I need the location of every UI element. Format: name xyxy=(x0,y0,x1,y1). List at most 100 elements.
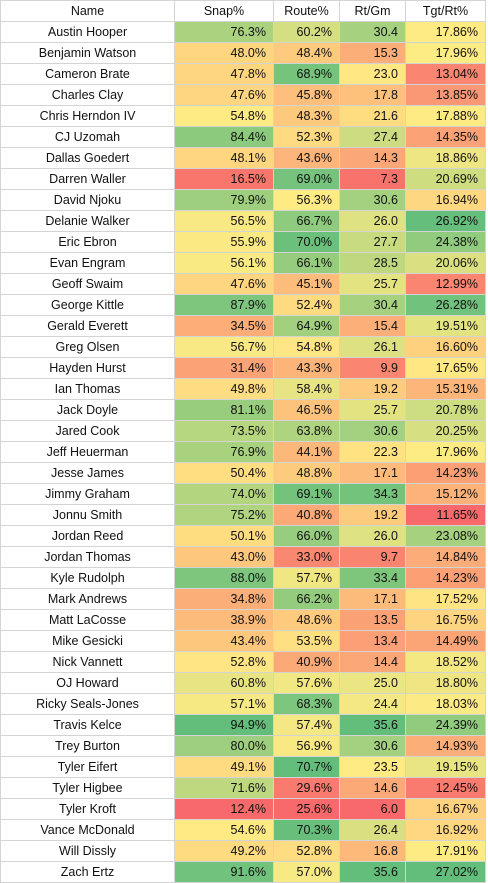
route-pct-cell[interactable]: 58.4% xyxy=(273,378,340,400)
route-pct-cell[interactable]: 46.5% xyxy=(273,399,340,421)
routes-per-game-cell[interactable]: 34.3 xyxy=(339,483,406,505)
snap-pct-cell[interactable]: 47.8% xyxy=(174,63,274,85)
snap-pct-cell[interactable]: 31.4% xyxy=(174,357,274,379)
routes-per-game-cell[interactable]: 17.1 xyxy=(339,588,406,610)
snap-pct-cell[interactable]: 56.1% xyxy=(174,252,274,274)
header-snap-pct[interactable]: Snap% xyxy=(174,0,274,22)
route-pct-cell[interactable]: 60.2% xyxy=(273,21,340,43)
routes-per-game-cell[interactable]: 24.4 xyxy=(339,693,406,715)
player-name-cell[interactable]: Dallas Goedert xyxy=(0,147,175,169)
header-name[interactable]: Name xyxy=(0,0,175,22)
snap-pct-cell[interactable]: 50.1% xyxy=(174,525,274,547)
routes-per-game-cell[interactable]: 25.7 xyxy=(339,273,406,295)
route-pct-cell[interactable]: 25.6% xyxy=(273,798,340,820)
routes-per-game-cell[interactable]: 28.5 xyxy=(339,252,406,274)
targets-per-route-cell[interactable]: 17.52% xyxy=(405,588,486,610)
targets-per-route-cell[interactable]: 15.12% xyxy=(405,483,486,505)
route-pct-cell[interactable]: 68.9% xyxy=(273,63,340,85)
snap-pct-cell[interactable]: 73.5% xyxy=(174,420,274,442)
snap-pct-cell[interactable]: 88.0% xyxy=(174,567,274,589)
routes-per-game-cell[interactable]: 26.0 xyxy=(339,210,406,232)
snap-pct-cell[interactable]: 48.0% xyxy=(174,42,274,64)
player-name-cell[interactable]: Austin Hooper xyxy=(0,21,175,43)
targets-per-route-cell[interactable]: 17.88% xyxy=(405,105,486,127)
targets-per-route-cell[interactable]: 16.75% xyxy=(405,609,486,631)
player-name-cell[interactable]: Kyle Rudolph xyxy=(0,567,175,589)
routes-per-game-cell[interactable]: 14.6 xyxy=(339,777,406,799)
player-name-cell[interactable]: Tyler Kroft xyxy=(0,798,175,820)
route-pct-cell[interactable]: 48.8% xyxy=(273,462,340,484)
route-pct-cell[interactable]: 45.8% xyxy=(273,84,340,106)
targets-per-route-cell[interactable]: 26.28% xyxy=(405,294,486,316)
targets-per-route-cell[interactable]: 14.23% xyxy=(405,567,486,589)
player-name-cell[interactable]: Will Dissly xyxy=(0,840,175,862)
routes-per-game-cell[interactable]: 35.6 xyxy=(339,714,406,736)
routes-per-game-cell[interactable]: 25.0 xyxy=(339,672,406,694)
targets-per-route-cell[interactable]: 19.51% xyxy=(405,315,486,337)
snap-pct-cell[interactable]: 74.0% xyxy=(174,483,274,505)
route-pct-cell[interactable]: 70.3% xyxy=(273,819,340,841)
targets-per-route-cell[interactable]: 17.91% xyxy=(405,840,486,862)
player-name-cell[interactable]: Greg Olsen xyxy=(0,336,175,358)
player-name-cell[interactable]: Mike Gesicki xyxy=(0,630,175,652)
targets-per-route-cell[interactable]: 14.84% xyxy=(405,546,486,568)
snap-pct-cell[interactable]: 79.9% xyxy=(174,189,274,211)
player-name-cell[interactable]: Jonnu Smith xyxy=(0,504,175,526)
routes-per-game-cell[interactable]: 23.5 xyxy=(339,756,406,778)
snap-pct-cell[interactable]: 81.1% xyxy=(174,399,274,421)
routes-per-game-cell[interactable]: 13.4 xyxy=(339,630,406,652)
player-name-cell[interactable]: Benjamin Watson xyxy=(0,42,175,64)
routes-per-game-cell[interactable]: 14.3 xyxy=(339,147,406,169)
targets-per-route-cell[interactable]: 20.06% xyxy=(405,252,486,274)
targets-per-route-cell[interactable]: 17.86% xyxy=(405,21,486,43)
player-name-cell[interactable]: Ian Thomas xyxy=(0,378,175,400)
targets-per-route-cell[interactable]: 16.67% xyxy=(405,798,486,820)
snap-pct-cell[interactable]: 76.3% xyxy=(174,21,274,43)
snap-pct-cell[interactable]: 56.5% xyxy=(174,210,274,232)
route-pct-cell[interactable]: 57.0% xyxy=(273,861,340,883)
targets-per-route-cell[interactable]: 17.96% xyxy=(405,441,486,463)
route-pct-cell[interactable]: 56.3% xyxy=(273,189,340,211)
routes-per-game-cell[interactable]: 17.1 xyxy=(339,462,406,484)
targets-per-route-cell[interactable]: 14.93% xyxy=(405,735,486,757)
snap-pct-cell[interactable]: 71.6% xyxy=(174,777,274,799)
route-pct-cell[interactable]: 69.0% xyxy=(273,168,340,190)
routes-per-game-cell[interactable]: 14.4 xyxy=(339,651,406,673)
route-pct-cell[interactable]: 57.7% xyxy=(273,567,340,589)
routes-per-game-cell[interactable]: 9.7 xyxy=(339,546,406,568)
route-pct-cell[interactable]: 45.1% xyxy=(273,273,340,295)
player-name-cell[interactable]: David Njoku xyxy=(0,189,175,211)
player-name-cell[interactable]: Matt LaCosse xyxy=(0,609,175,631)
player-name-cell[interactable]: Cameron Brate xyxy=(0,63,175,85)
route-pct-cell[interactable]: 52.3% xyxy=(273,126,340,148)
header-route-pct[interactable]: Route% xyxy=(273,0,340,22)
targets-per-route-cell[interactable]: 24.38% xyxy=(405,231,486,253)
snap-pct-cell[interactable]: 47.6% xyxy=(174,84,274,106)
player-name-cell[interactable]: George Kittle xyxy=(0,294,175,316)
player-name-cell[interactable]: Chris Herndon IV xyxy=(0,105,175,127)
targets-per-route-cell[interactable]: 18.03% xyxy=(405,693,486,715)
route-pct-cell[interactable]: 54.8% xyxy=(273,336,340,358)
snap-pct-cell[interactable]: 48.1% xyxy=(174,147,274,169)
snap-pct-cell[interactable]: 56.7% xyxy=(174,336,274,358)
targets-per-route-cell[interactable]: 26.92% xyxy=(405,210,486,232)
targets-per-route-cell[interactable]: 27.02% xyxy=(405,861,486,883)
player-name-cell[interactable]: Travis Kelce xyxy=(0,714,175,736)
player-name-cell[interactable]: Jack Doyle xyxy=(0,399,175,421)
snap-pct-cell[interactable]: 49.8% xyxy=(174,378,274,400)
routes-per-game-cell[interactable]: 30.6 xyxy=(339,735,406,757)
player-name-cell[interactable]: Tyler Higbee xyxy=(0,777,175,799)
route-pct-cell[interactable]: 64.9% xyxy=(273,315,340,337)
snap-pct-cell[interactable]: 12.4% xyxy=(174,798,274,820)
targets-per-route-cell[interactable]: 18.86% xyxy=(405,147,486,169)
routes-per-game-cell[interactable]: 23.0 xyxy=(339,63,406,85)
snap-pct-cell[interactable]: 38.9% xyxy=(174,609,274,631)
player-name-cell[interactable]: Darren Waller xyxy=(0,168,175,190)
route-pct-cell[interactable]: 66.1% xyxy=(273,252,340,274)
targets-per-route-cell[interactable]: 18.80% xyxy=(405,672,486,694)
route-pct-cell[interactable]: 66.2% xyxy=(273,588,340,610)
player-name-cell[interactable]: Jordan Thomas xyxy=(0,546,175,568)
targets-per-route-cell[interactable]: 11.65% xyxy=(405,504,486,526)
routes-per-game-cell[interactable]: 27.7 xyxy=(339,231,406,253)
snap-pct-cell[interactable]: 54.8% xyxy=(174,105,274,127)
